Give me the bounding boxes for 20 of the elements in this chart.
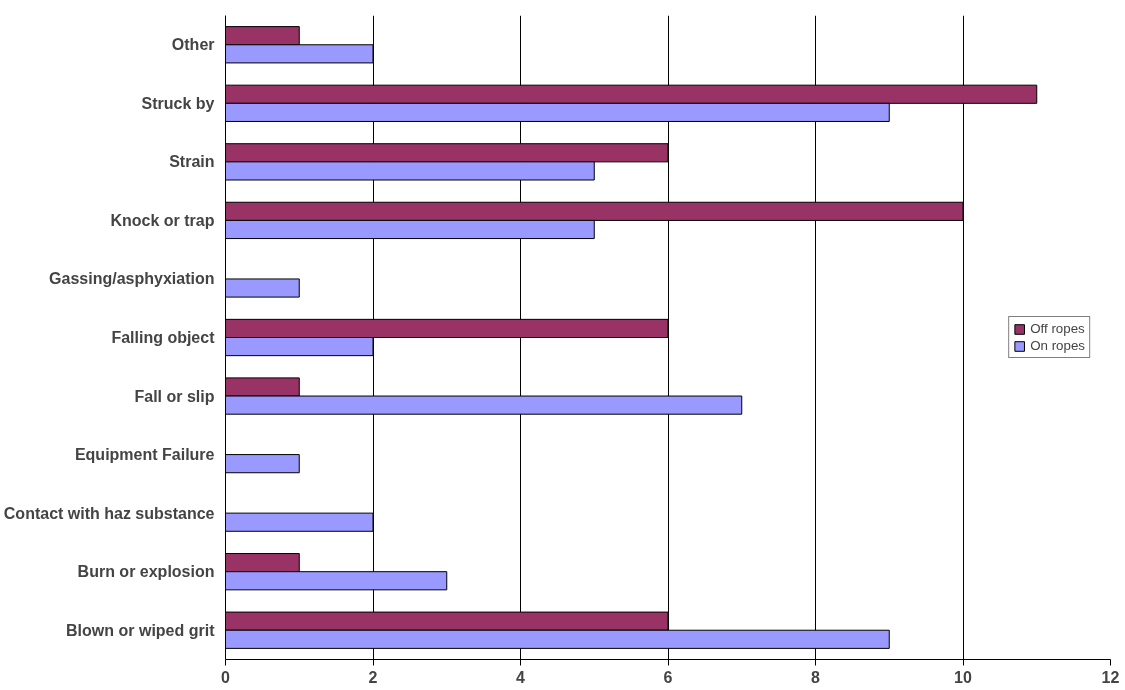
y-tick-label: Gassing/asphyxiation [49, 270, 215, 288]
y-tick-label: Knock or trap [110, 211, 215, 229]
legend-label: Off ropes [1030, 321, 1085, 336]
x-tick-label: 10 [954, 668, 972, 686]
legend-label: On ropes [1030, 338, 1085, 353]
x-tick-label: 2 [368, 668, 378, 686]
x-tick-label: 6 [663, 668, 673, 686]
y-tick-label: Other [171, 36, 215, 54]
y-tick-label: Burn or explosion [77, 563, 215, 581]
x-tick-label: 0 [221, 668, 231, 686]
x-tick-label: 8 [811, 668, 821, 686]
y-tick-label: Strain [169, 153, 215, 171]
y-tick-label: Struck by [141, 94, 215, 112]
y-tick-label: Equipment Failure [74, 446, 215, 464]
x-tick-label: 4 [516, 668, 526, 686]
x-tick-label: 12 [1101, 668, 1120, 686]
y-tick-label: Falling object [111, 329, 216, 346]
y-tick-label: Fall or slip [134, 387, 215, 405]
y-tick-label: Contact with haz substance [3, 504, 215, 522]
y-tick-label: Blown or wiped grit [66, 621, 216, 639]
